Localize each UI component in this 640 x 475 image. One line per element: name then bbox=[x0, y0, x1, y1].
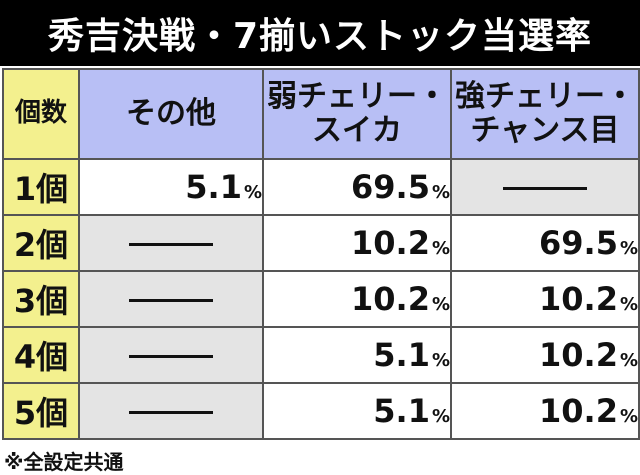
rate-cell-empty: — bbox=[78, 270, 264, 328]
rate-value: 5.1 bbox=[373, 336, 430, 374]
percent-sign: % bbox=[431, 350, 450, 371]
rate-value: 5.1 bbox=[185, 168, 242, 206]
percent-sign: % bbox=[619, 294, 638, 315]
footnote: ※全設定共通 bbox=[4, 450, 124, 474]
rate-cell: 5.1% bbox=[262, 382, 452, 440]
header-strong-cherry-line2: チャンス目 bbox=[470, 113, 620, 148]
dash-mark: — bbox=[129, 298, 213, 302]
rate-cell-empty: — bbox=[78, 214, 264, 272]
percent-sign: % bbox=[619, 350, 638, 371]
percent-sign: % bbox=[619, 238, 638, 259]
count-cell: 1個 bbox=[2, 158, 80, 216]
rate-cell: 10.2% bbox=[262, 270, 452, 328]
header-strong-cherry-chance: 強チェリー・ チャンス目 bbox=[450, 68, 640, 160]
table-row: 5個 — 5.1% 10.2% bbox=[2, 382, 640, 440]
count-cell: 2個 bbox=[2, 214, 80, 272]
rate-cell: 69.5% bbox=[450, 214, 640, 272]
rate-cell: 10.2% bbox=[262, 214, 452, 272]
header-count: 個数 bbox=[2, 68, 80, 160]
table-row: 1個 5.1% 69.5% — bbox=[2, 158, 640, 216]
rate-cell: 5.1% bbox=[262, 326, 452, 384]
dash-mark: — bbox=[129, 242, 213, 246]
count-cell: 5個 bbox=[2, 382, 80, 440]
dash-mark: — bbox=[503, 186, 587, 190]
percent-sign: % bbox=[431, 238, 450, 259]
table-row: 3個 — 10.2% 10.2% bbox=[2, 270, 640, 328]
percent-sign: % bbox=[431, 182, 450, 203]
rate-cell: 10.2% bbox=[450, 326, 640, 384]
percent-sign: % bbox=[431, 406, 450, 427]
table-row: 2個 — 10.2% 69.5% bbox=[2, 214, 640, 272]
rate-cell: 10.2% bbox=[450, 270, 640, 328]
table-row: 4個 — 5.1% 10.2% bbox=[2, 326, 640, 384]
percent-sign: % bbox=[243, 182, 262, 203]
rate-cell: 5.1% bbox=[78, 158, 264, 216]
count-cell: 3個 bbox=[2, 270, 80, 328]
rate-cell-empty: — bbox=[78, 326, 264, 384]
rate-value: 10.2 bbox=[539, 280, 618, 318]
header-weak-cherry-watermelon: 弱チェリー・ スイカ bbox=[262, 68, 452, 160]
percent-sign: % bbox=[431, 294, 450, 315]
header-strong-cherry-line1: 強チェリー・ bbox=[455, 78, 635, 114]
table-header-row: 個数 その他 弱チェリー・ スイカ 強チェリー・ チャンス目 bbox=[2, 68, 640, 160]
rate-value: 69.5 bbox=[539, 224, 618, 262]
rate-value: 69.5 bbox=[351, 168, 430, 206]
rate-cell: 10.2% bbox=[450, 382, 640, 440]
header-weak-cherry-line1: 弱チェリー・ bbox=[267, 78, 447, 114]
rate-cell-empty: — bbox=[450, 158, 640, 216]
percent-sign: % bbox=[619, 406, 638, 427]
stock-rate-table: 個数 その他 弱チェリー・ スイカ 強チェリー・ チャンス目 1個 5.1% 6… bbox=[2, 68, 640, 440]
dash-mark: — bbox=[129, 410, 213, 414]
count-cell: 4個 bbox=[2, 326, 80, 384]
rate-value: 5.1 bbox=[373, 392, 430, 430]
rate-value: 10.2 bbox=[351, 224, 430, 262]
rate-cell-empty: — bbox=[78, 382, 264, 440]
dash-mark: — bbox=[129, 354, 213, 358]
page-title: 秀吉決戦・7揃いストック当選率 bbox=[0, 0, 640, 66]
rate-value: 10.2 bbox=[539, 336, 618, 374]
rate-value: 10.2 bbox=[539, 392, 618, 430]
rate-value: 10.2 bbox=[351, 280, 430, 318]
header-weak-cherry-line2: スイカ bbox=[312, 113, 402, 148]
header-other: その他 bbox=[78, 68, 264, 160]
rate-cell: 69.5% bbox=[262, 158, 452, 216]
